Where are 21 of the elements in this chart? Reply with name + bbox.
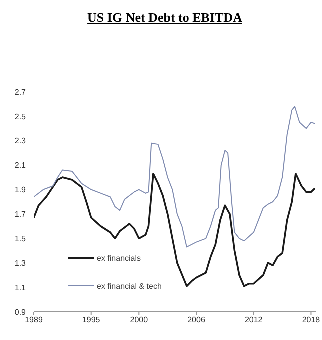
x-tick-label: 2006	[188, 316, 206, 325]
line-series	[34, 106, 316, 248]
y-tick-label: 1.9	[14, 186, 27, 195]
x-tick-label: 1989	[25, 316, 44, 325]
y-tick-label: 1.1	[14, 283, 27, 292]
y-tick-label: 2.1	[14, 161, 27, 170]
chart-title: US IG Net Debt to EBITDA	[86, 9, 244, 27]
legend-label: ex financials	[97, 254, 142, 262]
y-tick-label: 2.5	[14, 112, 27, 122]
y-tick-label: 1.5	[14, 234, 27, 244]
y-tick-label: 1.7	[14, 210, 27, 220]
x-tick-label: 2012	[244, 316, 264, 325]
y-tick-label: 0.9	[14, 308, 27, 317]
x-tick-label: 2018	[302, 316, 321, 325]
x-tick-label: 1995	[82, 316, 101, 325]
legend-label: ex financial & tech	[97, 282, 162, 290]
y-tick-label: 2.3	[14, 136, 27, 146]
y-tick-label: 2.7	[14, 88, 27, 97]
x-tick-label: 2000	[130, 316, 149, 325]
line-series	[34, 172, 316, 288]
y-tick-label: 1.3	[14, 258, 27, 268]
